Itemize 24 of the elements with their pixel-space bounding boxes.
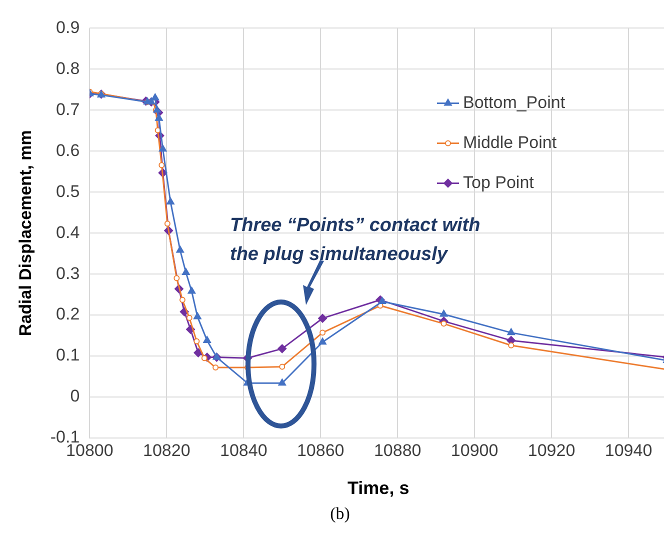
annotation: Three “Points” contact with the plug simultaneously xyxy=(230,215,480,265)
legend-label: Bottom_Point xyxy=(463,92,566,112)
y-tick-label: 0.4 xyxy=(56,222,80,242)
x-tick-label: 10920 xyxy=(528,440,576,460)
y-axis-title: Radial Displacement, mm xyxy=(16,130,35,336)
x-tick-label: 10860 xyxy=(296,440,344,460)
legend-label: Middle Point xyxy=(463,132,557,152)
legend-label: Top Point xyxy=(463,172,534,192)
text: (b) xyxy=(329,504,351,524)
y-tick-label: 0.5 xyxy=(56,182,80,201)
x-axis-title: Time, s xyxy=(347,478,410,498)
y-tick-label: 0 xyxy=(70,386,80,406)
y-tick-label: 0.7 xyxy=(56,100,80,119)
x-tick-label: 10840 xyxy=(220,440,268,460)
y-tick-label: 0.3 xyxy=(56,264,80,283)
y-tick-label: 0.8 xyxy=(56,58,80,78)
y-tick-label: 0.6 xyxy=(56,140,80,160)
y-tick-label: 0.1 xyxy=(56,346,80,365)
x-tick-label: 10880 xyxy=(374,440,422,460)
y-tick-label: 0.9 xyxy=(56,18,80,37)
x-tick-label: 10940 xyxy=(604,440,652,460)
x-tick-label: 10820 xyxy=(143,440,190,460)
y-tick-label: 0.2 xyxy=(56,304,80,324)
x-tick-label: 10900 xyxy=(450,440,498,460)
